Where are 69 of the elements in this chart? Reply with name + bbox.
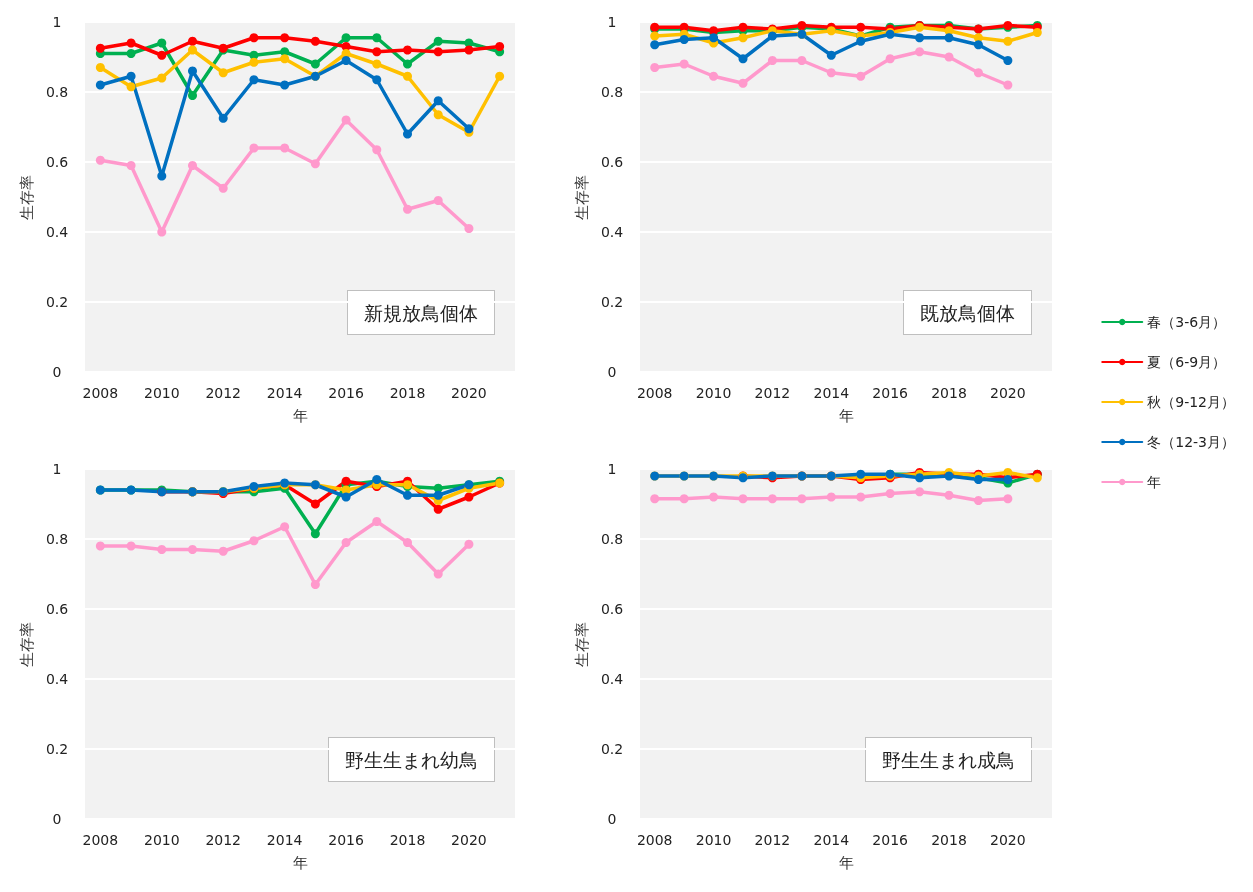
x-tick-label: 2018	[931, 385, 967, 401]
x-tick-label: 2020	[451, 385, 487, 401]
y-tick-label: 1	[52, 14, 62, 30]
y-tick-label: 0.6	[45, 154, 69, 170]
y-tick-label: 0	[52, 364, 62, 380]
y-tick-label: 0.6	[600, 601, 624, 617]
y-tick-label: 0.6	[45, 601, 69, 617]
x-tick-label: 2016	[872, 385, 909, 401]
y-tick-label: 0.4	[45, 224, 69, 240]
y-tick-label: 0	[607, 811, 617, 827]
legend-label: 春（3-6月）	[1147, 314, 1227, 330]
x-tick-label: 2010	[695, 385, 732, 401]
x-tick-label: 2008	[82, 832, 119, 848]
x-tick-label: 2012	[205, 385, 242, 401]
annotation: 新規放鳥個体	[364, 301, 478, 324]
legend-label: 年	[1147, 474, 1162, 490]
y-tick-label: 0.4	[600, 671, 624, 687]
y-tick-label: 0.2	[45, 294, 69, 310]
x-tick-label: 2012	[205, 832, 242, 848]
y-tick-label: 0	[52, 811, 62, 827]
x-tick-label: 2014	[813, 385, 850, 401]
y-tick-label: 0.4	[600, 224, 624, 240]
y-tick-label: 0.2	[600, 294, 624, 310]
x-tick-label: 2010	[143, 385, 180, 401]
x-tick-label: 2018	[389, 385, 426, 401]
x-tick-label: 2014	[813, 832, 850, 848]
y-tick-label: 0.6	[600, 154, 624, 170]
x-tick-label: 2016	[328, 385, 364, 401]
x-tick-label: 2008	[636, 385, 673, 401]
legend-label: 冬（12-3月）	[1147, 434, 1236, 450]
x-tick-label: 2020	[990, 832, 1026, 848]
x-tick-label: 2012	[754, 385, 791, 401]
x-axis-title: 年	[838, 853, 854, 872]
y-axis-title: 生存率	[18, 621, 37, 667]
y-tick-label: 0.8	[45, 531, 69, 547]
y-tick-label: 0	[607, 364, 617, 380]
x-tick-label: 2018	[931, 832, 967, 848]
y-tick-label: 1	[52, 461, 62, 477]
x-tick-label: 2014	[266, 385, 303, 401]
x-tick-label: 2020	[451, 832, 487, 848]
legend-label: 夏（6-9月）	[1147, 354, 1227, 370]
x-tick-label: 2012	[754, 832, 791, 848]
x-tick-label: 2010	[143, 832, 180, 848]
y-tick-label: 0.2	[600, 741, 624, 757]
y-tick-label: 0.2	[45, 741, 69, 757]
x-axis-title: 年	[292, 853, 308, 872]
x-tick-label: 2018	[389, 832, 426, 848]
y-tick-label: 0.8	[600, 531, 624, 547]
y-axis-title: 生存率	[573, 174, 592, 220]
x-axis-title: 年	[838, 406, 854, 425]
x-tick-label: 2008	[636, 832, 673, 848]
y-axis-title: 生存率	[573, 621, 592, 667]
annotation: 野生生まれ成鳥	[882, 748, 1015, 771]
x-tick-label: 2016	[328, 832, 364, 848]
y-axis-title: 生存率	[18, 174, 37, 220]
legend-label: 秋（9-12月）	[1147, 394, 1236, 410]
y-tick-label: 0.4	[45, 671, 69, 687]
y-tick-label: 1	[607, 14, 617, 30]
y-tick-label: 0.8	[600, 84, 624, 100]
x-axis-title: 年	[292, 406, 308, 425]
x-tick-label: 2020	[990, 385, 1026, 401]
annotation: 野生生まれ幼鳥	[345, 748, 478, 771]
x-tick-label: 2016	[872, 832, 909, 848]
x-tick-label: 2014	[266, 832, 303, 848]
x-tick-label: 2010	[695, 832, 732, 848]
y-tick-label: 1	[607, 461, 617, 477]
annotation: 既放鳥個体	[920, 301, 1015, 324]
y-tick-label: 0.8	[45, 84, 69, 100]
x-tick-label: 2008	[82, 385, 119, 401]
